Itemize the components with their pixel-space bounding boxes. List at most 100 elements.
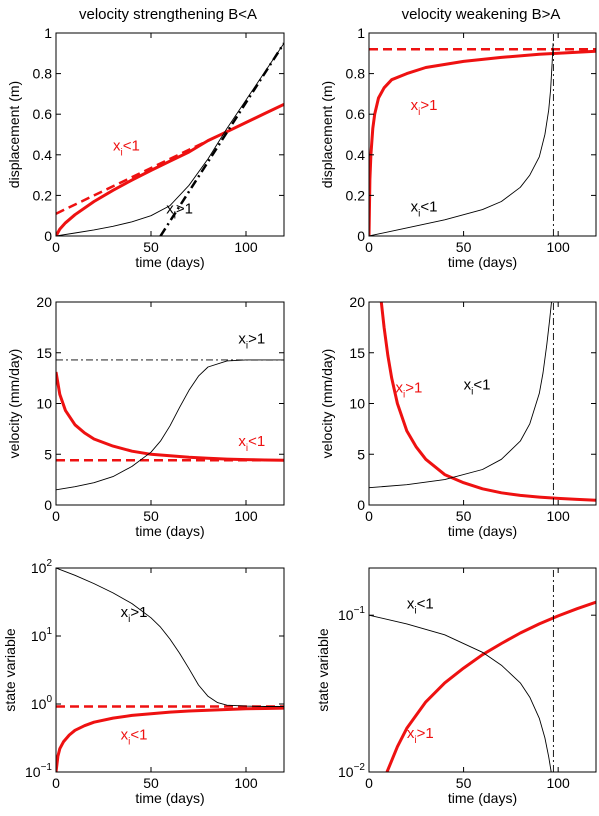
x-tick-label: 100 [546, 508, 570, 524]
y-tick-label: 5 [44, 446, 52, 462]
curve-annotation: xi<1 [411, 199, 438, 220]
x-tick-label: 0 [52, 508, 60, 524]
curve-annotation: xi<1 [407, 596, 434, 617]
series-line-2 [369, 43, 554, 236]
x-axis-label: time (days) [135, 523, 204, 539]
left-column-title: velocity strengthening B<A [79, 6, 257, 23]
chart-panel-displacement-weakening: 0 50 100 0 0.2 0.4 0.6 0.8 1 time (days) displacem… [319, 25, 597, 270]
plot-area [56, 359, 284, 491]
y-tick-label: 20 [36, 294, 52, 310]
y-tick-label: 0 [44, 228, 52, 244]
curve-annotation: xi>1 [238, 331, 265, 352]
y-axis-label: state variable [2, 628, 18, 711]
x-tick-label: 0 [365, 508, 373, 524]
x-tick-label: 0 [365, 775, 373, 791]
chart-panel-displacement-strengthening: 0 50 100 0 0.2 0.4 0.6 0.8 1 time (days) displacem… [6, 25, 285, 270]
plot-area [56, 42, 284, 236]
x-tick-label: 50 [456, 775, 472, 791]
curve-annotation: xi>1 [407, 725, 434, 746]
x-tick-label: 0 [365, 239, 373, 255]
chart-panel-state-strengthening: 0 50 100 10−1 100 101 102 time (days) state vari… [2, 558, 285, 806]
y-axis-label: state variable [315, 628, 331, 711]
y-tick-label: 20 [349, 294, 365, 310]
y-tick-label: 0.4 [346, 147, 366, 163]
curve-annotation: xi<1 [113, 138, 140, 159]
x-axis-label: time (days) [135, 790, 204, 806]
y-axis-label: velocity (mm/day) [319, 349, 335, 459]
chart-panel-state-weakening: 0 50 100 10−2 10−1 time (days) state variable x… [315, 567, 597, 806]
chart-panel-velocity-strengthening: 0 50 100 0 5 10 15 20 time (days) velocity (mm/da… [6, 294, 285, 539]
series-line-2 [56, 568, 284, 707]
x-tick-label: 0 [52, 239, 60, 255]
y-tick-label: 0.6 [33, 106, 53, 122]
y-tick-label: 1 [357, 25, 365, 41]
plot-area [369, 302, 596, 505]
y-tick-label: 5 [357, 446, 365, 462]
plot-area [369, 568, 596, 772]
axes-frame [368, 32, 597, 237]
y-tick-label: 10 [349, 396, 365, 412]
y-tick-label: 15 [36, 345, 52, 361]
x-tick-label: 100 [234, 775, 258, 791]
curve-annotation: xi<1 [464, 376, 491, 397]
curve-annotation: xi>1 [395, 379, 422, 400]
axes-frame [368, 567, 597, 773]
x-tick-label: 100 [234, 239, 258, 255]
x-tick-label: 50 [456, 508, 472, 524]
series-line-0 [56, 102, 284, 236]
y-tick-label: 10−1 [25, 762, 52, 780]
y-tick-label: 0.4 [33, 147, 53, 163]
axes-frame [55, 32, 285, 237]
series-line-0 [369, 49, 596, 236]
x-tick-label: 100 [234, 508, 258, 524]
x-tick-label: 50 [143, 508, 159, 524]
y-axis-label: velocity (mm/day) [6, 349, 22, 459]
y-tick-label: 1 [44, 25, 52, 41]
curve-annotation: xi>1 [166, 201, 193, 222]
x-tick-label: 50 [143, 239, 159, 255]
y-tick-label: 0.2 [33, 187, 53, 203]
series-line-0 [56, 371, 284, 462]
curve-annotation: xi<1 [121, 727, 148, 748]
y-axis-label: displacement (m) [6, 81, 22, 188]
y-tick-label: 10−1 [338, 605, 365, 623]
curve-annotation: xi>1 [121, 604, 148, 625]
x-axis-label: time (days) [135, 254, 204, 270]
series-line-1 [369, 614, 552, 772]
y-tick-label: 101 [31, 626, 53, 644]
curve-annotation: xi>1 [411, 97, 438, 118]
y-tick-label: 0 [44, 497, 52, 513]
y-tick-label: 0.8 [346, 66, 366, 82]
axes-frame [55, 567, 285, 773]
series-line-1 [369, 302, 552, 489]
y-tick-label: 102 [31, 558, 53, 576]
y-tick-label: 100 [31, 694, 53, 712]
series-line-2 [56, 42, 284, 236]
y-tick-label: 10 [36, 396, 52, 412]
x-tick-label: 50 [456, 239, 472, 255]
chart-panel-velocity-weakening: 0 50 100 0 5 10 15 20 time (days) velocity (mm/da… [319, 294, 597, 539]
series-line-0 [379, 302, 596, 502]
curve-annotation: xi<1 [238, 433, 265, 454]
y-tick-label: 15 [349, 345, 365, 361]
x-axis-label: time (days) [448, 254, 517, 270]
x-axis-label: time (days) [448, 523, 517, 539]
x-axis-label: time (days) [448, 790, 517, 806]
x-tick-label: 50 [143, 775, 159, 791]
y-tick-label: 10−2 [338, 762, 365, 780]
series-line-0 [385, 600, 596, 772]
series-line-1 [56, 130, 228, 215]
y-axis-label: displacement (m) [319, 81, 335, 188]
plot-area [369, 33, 596, 236]
series-line-2 [56, 359, 284, 491]
axes-frame [368, 301, 597, 506]
y-tick-label: 0.8 [33, 66, 53, 82]
series-line-0 [56, 706, 284, 772]
y-tick-label: 0 [357, 228, 365, 244]
y-tick-label: 0.2 [346, 187, 366, 203]
y-tick-label: 0 [357, 497, 365, 513]
plot-area [56, 568, 284, 772]
x-tick-label: 100 [546, 775, 570, 791]
